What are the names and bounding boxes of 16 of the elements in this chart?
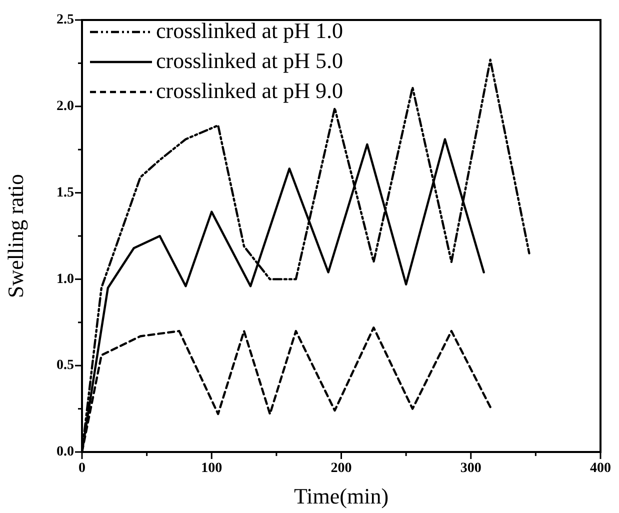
- legend-label: crosslinked at pH 1.0: [156, 18, 343, 43]
- y-axis-title: Swelling ratio: [2, 174, 28, 298]
- y-tick-label: 0.0: [56, 444, 74, 460]
- x-tick-label: 100: [201, 461, 222, 476]
- y-tick-label: 2.0: [56, 99, 74, 114]
- x-tick-label: 0: [78, 461, 86, 476]
- x-tick-label: 400: [590, 461, 611, 476]
- y-tick-label: 1.0: [56, 272, 74, 287]
- legend-label: crosslinked at pH 5.0: [156, 48, 343, 73]
- x-axis-title: Time(min): [294, 484, 389, 509]
- y-tick-label: 0.5: [56, 358, 74, 374]
- x-tick-label: 300: [460, 461, 482, 476]
- y-tick-label: 1.5: [56, 185, 74, 200]
- legend-label: crosslinked at pH 9.0: [156, 78, 343, 103]
- x-tick-label: 200: [330, 461, 352, 476]
- y-tick-label: 2.5: [56, 12, 74, 28]
